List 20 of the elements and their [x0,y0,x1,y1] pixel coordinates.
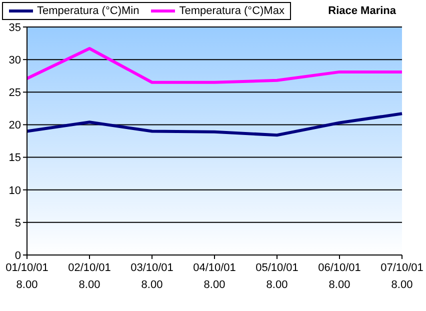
y-tick-label: 30 [8,54,21,66]
x-tick-label: 03/10/01 8.00 [130,262,174,291]
x-tick-label: 06/10/01 8.00 [318,262,361,291]
x-tick-label: 07/10/01 8.00 [380,262,424,291]
x-tick-label: 05/10/01 8.00 [256,262,298,291]
y-tick-label: 20 [8,120,21,132]
y-tick-label: 0 [14,250,21,262]
legend-label: Temperatura (°C)Min [37,5,140,17]
x-tick-label: 04/10/01 8.00 [193,262,236,291]
y-tick-label: 25 [8,87,21,100]
y-tick-label: 15 [8,152,21,164]
legend-label: Temperatura (°C)Max [179,5,284,17]
chart-title: Riace Marina [328,5,396,17]
y-tick-label: 10 [8,184,21,197]
x-tick-label: 02/10/01 8.00 [68,262,111,291]
y-tick-label: 5 [14,217,21,230]
x-tick-label: 01/10/01 8.00 [6,262,48,291]
line-series [26,46,404,84]
line-series [26,112,404,137]
y-tick-label: 35 [8,22,21,34]
